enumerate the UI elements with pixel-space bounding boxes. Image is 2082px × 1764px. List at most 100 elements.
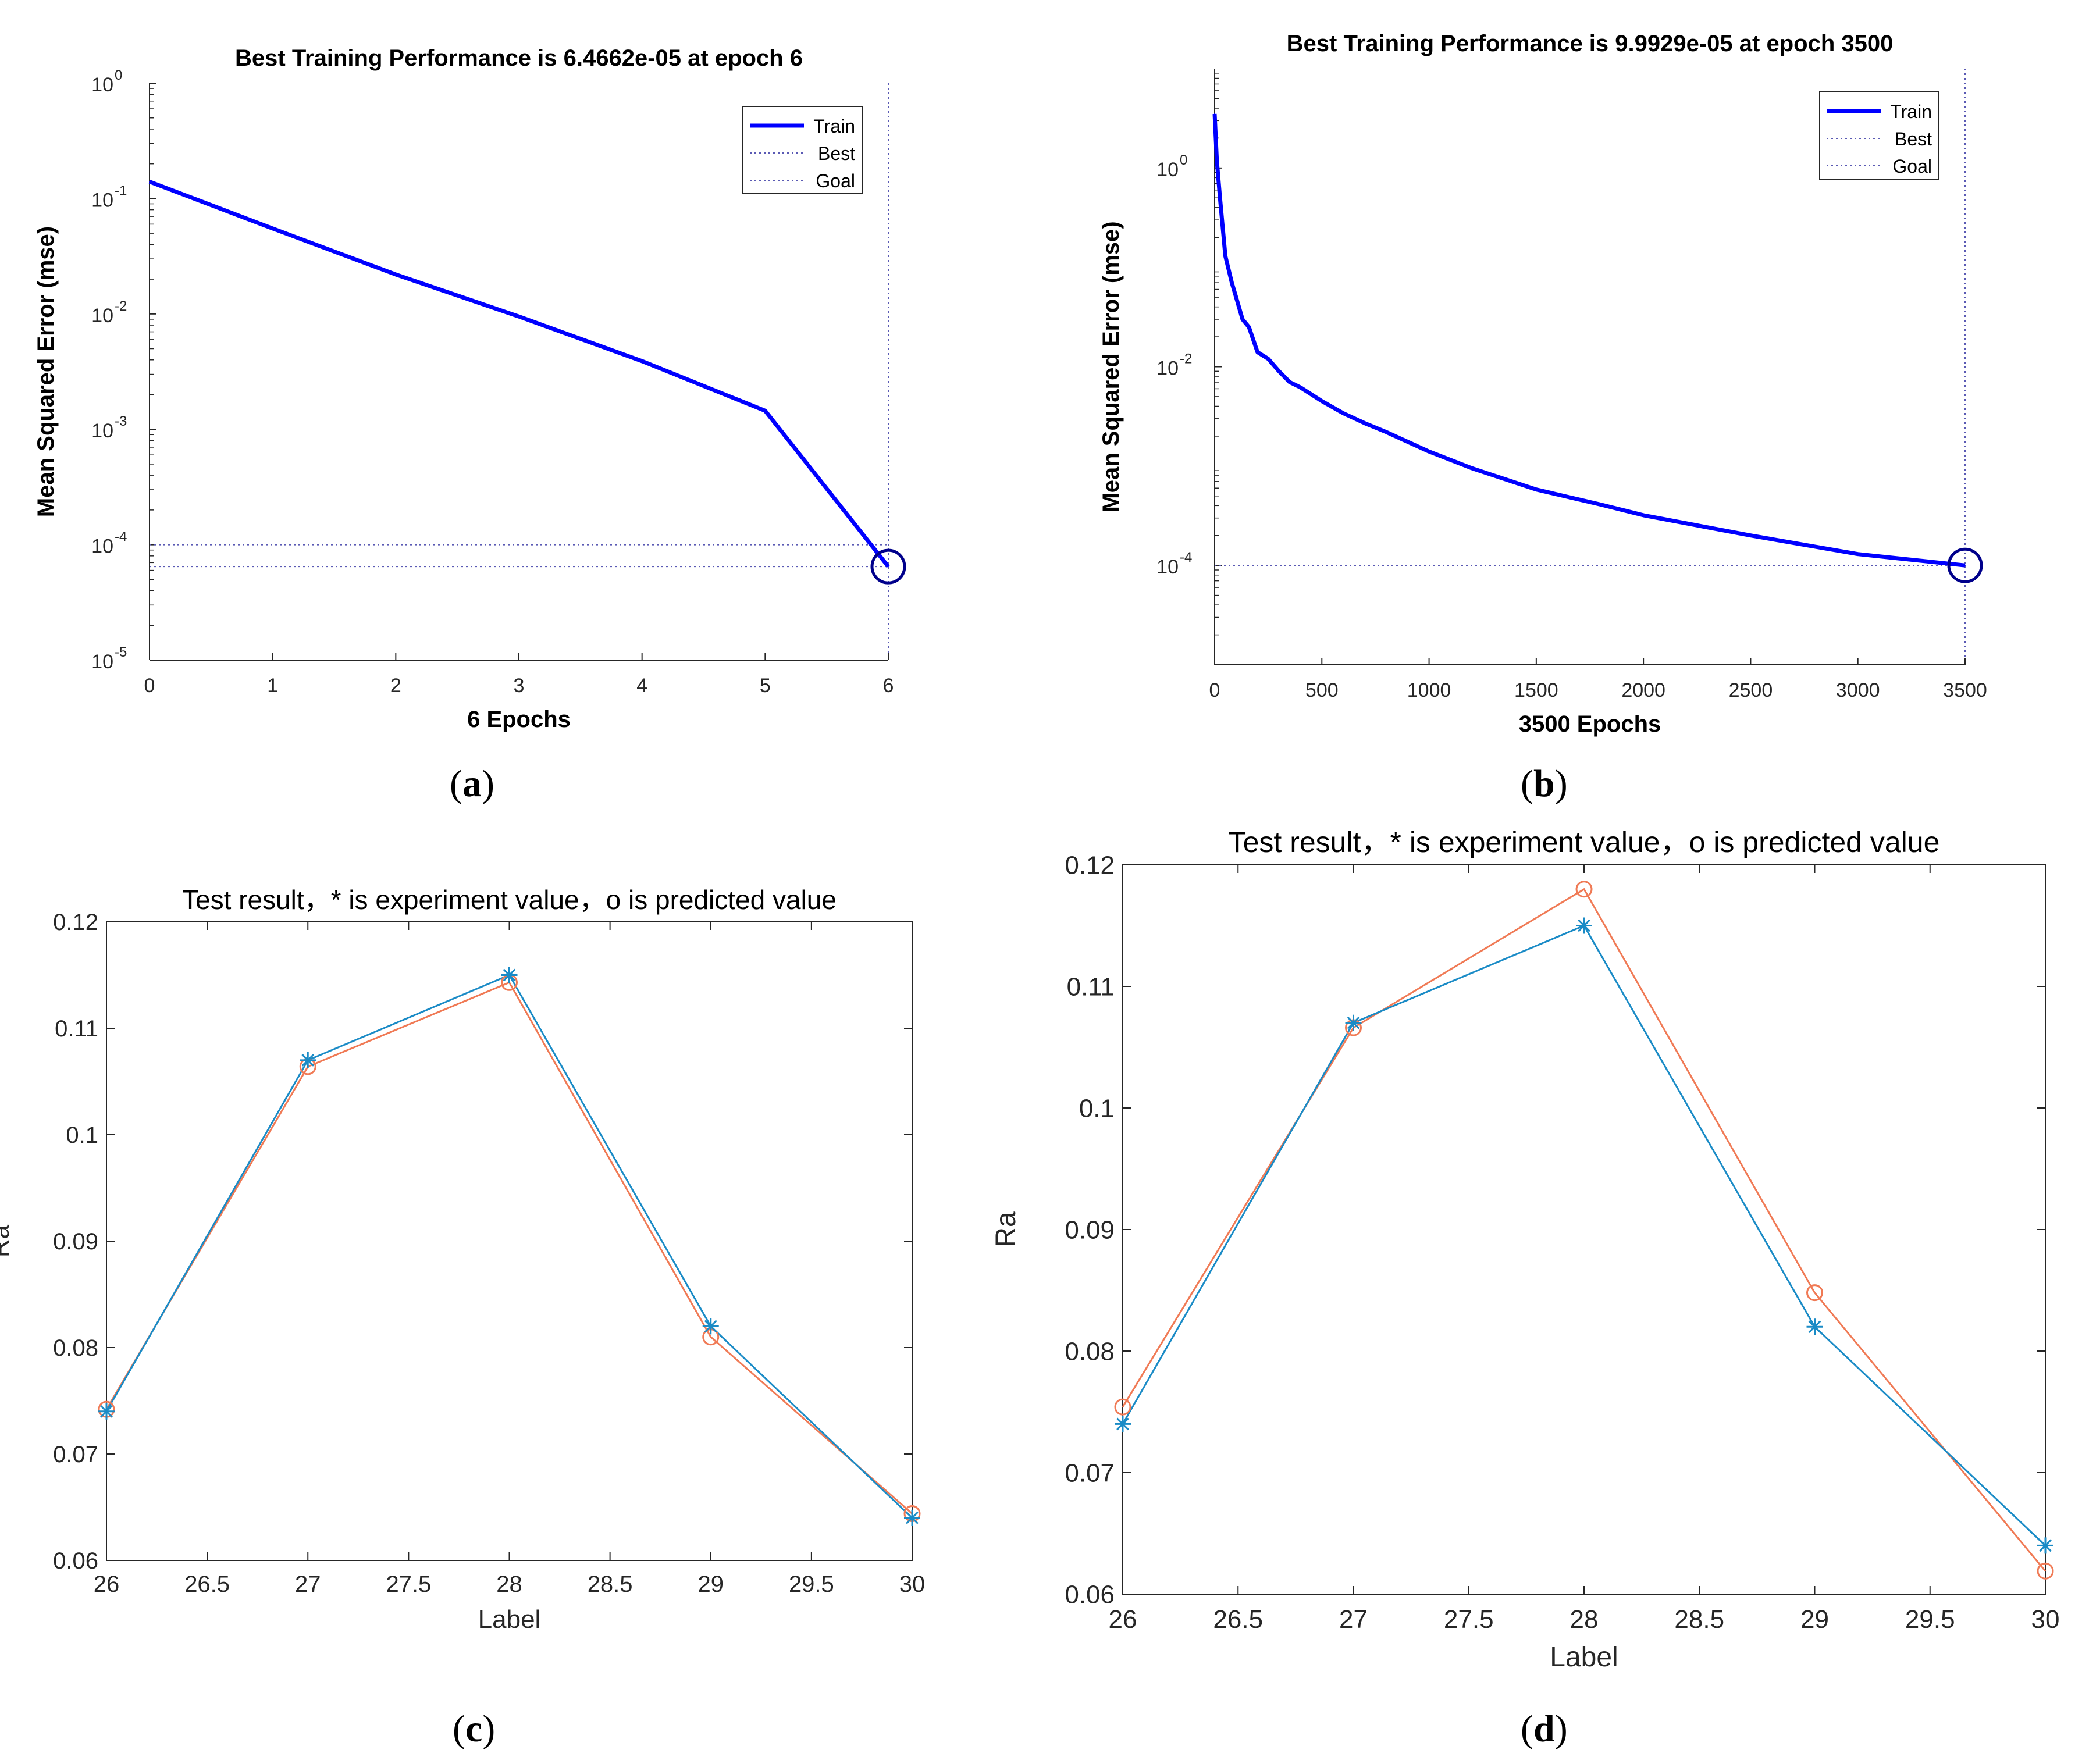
train-point bbox=[1471, 468, 1473, 469]
experiment-marker bbox=[501, 967, 518, 983]
x-tick-label: 0 bbox=[1209, 679, 1220, 701]
y-tick-exponent: 0 bbox=[115, 67, 122, 83]
train-point bbox=[1750, 534, 1752, 536]
train-point bbox=[888, 566, 889, 568]
y-tick-label: 10 bbox=[91, 74, 113, 96]
y-tick-exponent: -2 bbox=[115, 298, 127, 314]
train-point bbox=[1257, 351, 1258, 353]
train-point bbox=[1231, 282, 1233, 284]
experiment-marker bbox=[1806, 1318, 1823, 1335]
y-axis-label: Ra bbox=[991, 1211, 1022, 1248]
experiment-marker bbox=[1115, 1416, 1131, 1432]
legend-label: Best bbox=[818, 143, 855, 164]
x-tick-label: 6 bbox=[883, 675, 894, 697]
train-point bbox=[1289, 381, 1290, 383]
train-point bbox=[1214, 113, 1215, 115]
x-tick-label: 29.5 bbox=[789, 1571, 834, 1597]
train-point bbox=[1964, 565, 1966, 566]
y-tick-label: 10 bbox=[91, 536, 113, 558]
experiment-marker bbox=[300, 1052, 316, 1068]
x-axis-label: 6 Epochs bbox=[467, 707, 571, 732]
plot-box bbox=[106, 921, 913, 1561]
y-axis-label: Mean Squared Error (mse) bbox=[33, 226, 59, 517]
train-point bbox=[395, 273, 397, 275]
x-axis-label: 3500 Epochs bbox=[1519, 711, 1661, 737]
x-tick-label: 2000 bbox=[1621, 679, 1665, 701]
y-axis-label: Mean Squared Error (mse) bbox=[1098, 221, 1124, 512]
chart-a: Best Training Performance is 6.4662e-05 … bbox=[33, 45, 906, 732]
y-tick-label: 0.06 bbox=[53, 1548, 98, 1574]
x-tick-label: 2 bbox=[390, 675, 401, 697]
y-tick-label: 10 bbox=[91, 305, 113, 327]
train-point bbox=[1268, 358, 1269, 359]
train-point bbox=[1225, 255, 1226, 257]
train-point bbox=[1364, 422, 1365, 424]
legend-label: Goal bbox=[816, 170, 855, 191]
x-tick-label: 29 bbox=[698, 1571, 724, 1597]
x-tick-label: 3000 bbox=[1836, 679, 1880, 701]
train-point bbox=[1535, 489, 1537, 490]
x-tick-label: 3500 bbox=[1943, 679, 1987, 701]
x-tick-label: 29.5 bbox=[1905, 1605, 1955, 1634]
y-tick-label: 0.11 bbox=[1067, 972, 1115, 1001]
train-point bbox=[272, 227, 273, 229]
best-point-marker bbox=[1947, 547, 1983, 583]
chart-d: Test result，* is experiment value，o is p… bbox=[991, 826, 2059, 1673]
train-point bbox=[1321, 400, 1323, 402]
caption-b: (b) bbox=[1521, 762, 1568, 805]
train-point bbox=[1600, 504, 1601, 505]
x-tick-label: 1500 bbox=[1514, 679, 1558, 701]
train-point bbox=[1385, 431, 1387, 433]
y-tick-label: 0.08 bbox=[1065, 1337, 1115, 1366]
x-tick-label: 3 bbox=[514, 675, 525, 697]
chart-b: Best Training Performance is 9.9929e-05 … bbox=[1098, 31, 1987, 737]
predicted-marker bbox=[1575, 881, 1593, 898]
train-point bbox=[1428, 451, 1430, 452]
train-point bbox=[1300, 386, 1301, 388]
x-axis-label: Label bbox=[478, 1605, 541, 1634]
train-point bbox=[1343, 412, 1344, 414]
train-point bbox=[1278, 370, 1280, 372]
x-tick-label: 28 bbox=[496, 1571, 522, 1597]
chart-c: Test result，* is experiment value，o is p… bbox=[0, 885, 925, 1634]
train-point bbox=[1241, 318, 1243, 320]
y-tick-label: 10 bbox=[1156, 556, 1179, 578]
y-axis-label: Ra bbox=[0, 1224, 15, 1257]
y-tick-label: 0.09 bbox=[1065, 1216, 1115, 1244]
predicted-series-line bbox=[1122, 888, 2047, 1572]
y-tick-label: 0.1 bbox=[66, 1122, 98, 1148]
train-point bbox=[1857, 553, 1859, 555]
caption-a: (a) bbox=[450, 762, 494, 805]
predicted-marker bbox=[1806, 1284, 1823, 1302]
y-tick-label: 0.09 bbox=[53, 1229, 98, 1255]
train-point bbox=[1216, 159, 1218, 161]
x-tick-label: 30 bbox=[899, 1571, 926, 1597]
x-tick-label: 2500 bbox=[1729, 679, 1773, 701]
x-tick-label: 27.5 bbox=[1444, 1605, 1494, 1634]
legend: Train Best Goal bbox=[1819, 91, 1939, 180]
predicted-marker bbox=[1114, 1398, 1131, 1416]
caption-d: (d) bbox=[1521, 1708, 1568, 1750]
y-tick-label: 0.07 bbox=[1065, 1459, 1115, 1487]
chart-title: Best Training Performance is 9.9929e-05 … bbox=[1287, 31, 1894, 56]
y-tick-label: 0.1 bbox=[1079, 1094, 1115, 1122]
y-tick-exponent: -4 bbox=[1180, 550, 1192, 565]
experiment-marker bbox=[904, 1509, 920, 1526]
x-tick-label: 30 bbox=[2031, 1605, 2060, 1634]
y-tick-label: 0.06 bbox=[1065, 1580, 1115, 1609]
predicted-marker bbox=[2037, 1562, 2054, 1580]
chart-title: Best Training Performance is 6.4662e-05 … bbox=[235, 45, 803, 71]
train-point bbox=[518, 316, 519, 318]
experiment-marker bbox=[98, 1403, 115, 1420]
y-tick-label: 10 bbox=[91, 189, 113, 211]
train-point bbox=[1643, 514, 1645, 516]
x-tick-label: 29 bbox=[1800, 1605, 1829, 1634]
y-tick-exponent: -4 bbox=[115, 529, 127, 545]
x-tick-label: 28.5 bbox=[1674, 1605, 1724, 1634]
y-tick-exponent: -2 bbox=[1180, 351, 1192, 367]
x-tick-label: 26 bbox=[1109, 1605, 1137, 1634]
x-tick-label: 27 bbox=[295, 1571, 321, 1597]
y-tick-label: 0.11 bbox=[55, 1016, 98, 1042]
legend-label: Best bbox=[1895, 129, 1932, 149]
